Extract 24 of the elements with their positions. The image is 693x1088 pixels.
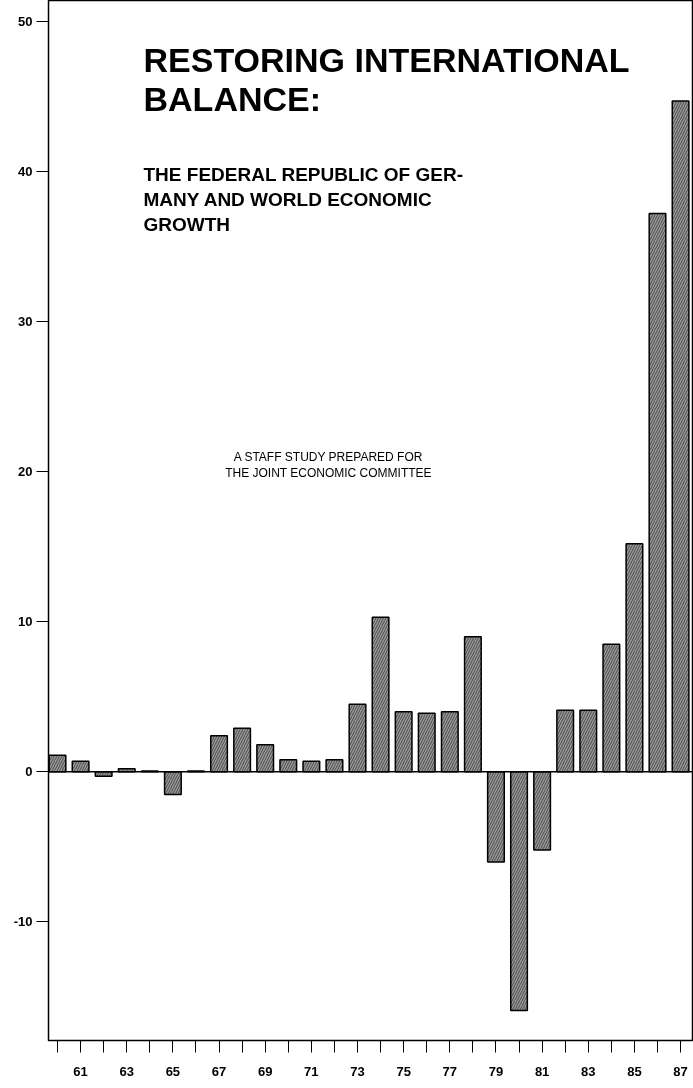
x-tick-label: 77 (442, 1063, 458, 1079)
x-tick-label: 75 (396, 1063, 411, 1079)
x-tick-label: 83 (581, 1063, 596, 1079)
text: RESTORING INTERNATIONAL BALANCE: (143, 40, 630, 119)
x-tick-label: 71 (304, 1063, 319, 1079)
y-tick-label: -10 (13, 914, 33, 930)
x-tick-label: 81 (534, 1063, 550, 1079)
x-tick-label: 87 (673, 1063, 688, 1079)
x-tick-label: 65 (165, 1063, 181, 1079)
y-tick-label: 20 (18, 464, 33, 480)
y-tick-label: 50 (18, 14, 33, 30)
x-tick-label: 69 (257, 1063, 273, 1079)
x-tick-label: 61 (73, 1063, 88, 1079)
y-tick-label: 40 (18, 164, 33, 180)
x-tick-label: 79 (488, 1063, 504, 1079)
x-tick-label: 73 (350, 1063, 365, 1079)
x-tick-label: 67 (211, 1063, 227, 1079)
text: THE FEDERAL REPUBLIC OF GER- MANY AND WORLD ECONOMIC GROWTH (143, 164, 463, 236)
y-tick-label: 10 (18, 614, 33, 630)
annotation: A STAFF STUDY PREPARED FOR THE JOINT ECONOMIC COMMITTEE (225, 449, 432, 481)
x-tick-label: 63 (119, 1063, 134, 1079)
y-tick-label: 30 (18, 314, 33, 330)
x-tick-label: 85 (627, 1063, 642, 1079)
y-tick-label: 0 (25, 764, 33, 780)
